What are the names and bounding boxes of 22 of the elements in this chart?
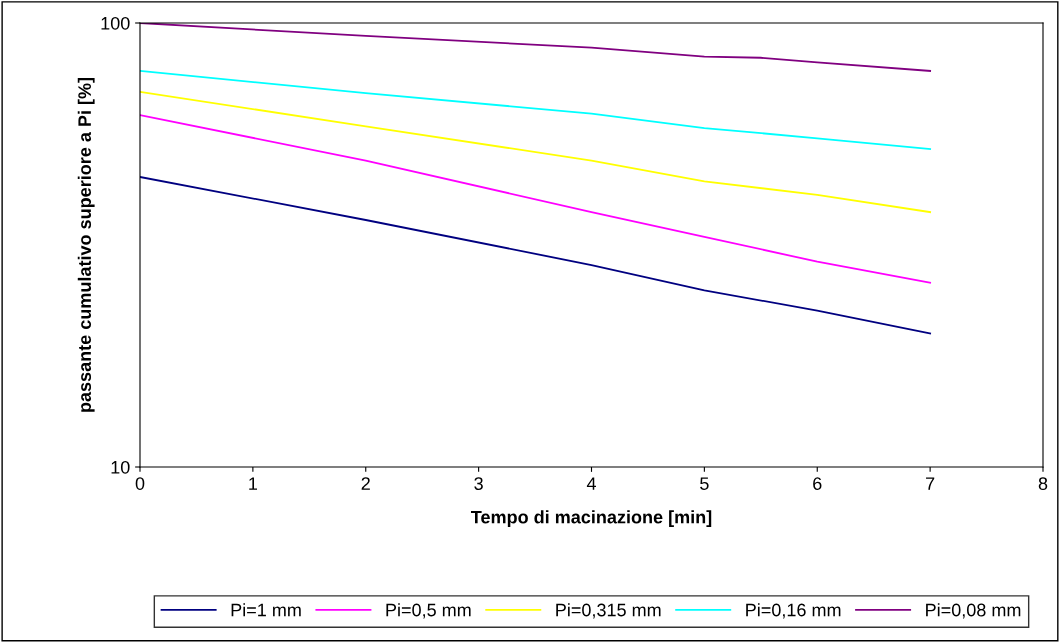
x-tick-label: 4 [586,477,596,490]
x-tick-label: 0 [135,477,145,490]
x-tick-label: 2 [361,477,370,490]
legend-label: Pi=0,08 mm [926,603,1021,619]
x-axis-title: Tempo di macinazione [min] [470,510,712,528]
y-axis-title: passante cumulativo superiore a Pi [%] [77,77,95,412]
legend-label: Pi=0,315 mm [556,603,661,619]
legend-label: Pi=0,5 mm [386,603,471,619]
legend-label: Pi=0,16 mm [746,603,841,619]
x-tick-label: 6 [813,477,822,490]
x-tick-label: 3 [474,477,483,490]
x-tick-label: 1 [249,477,258,490]
line-series [140,176,932,335]
line-series [140,90,932,214]
x-tick-label: 8 [1038,477,1048,490]
y-tick-label: 10 [111,460,130,474]
x-tick-label: 5 [700,477,709,490]
line-series [140,114,932,284]
x-tick-label: 7 [926,477,935,490]
y-tick-label: 100 [101,16,130,30]
legend-label: Pi=1 mm [231,603,301,617]
line-series [140,70,932,150]
